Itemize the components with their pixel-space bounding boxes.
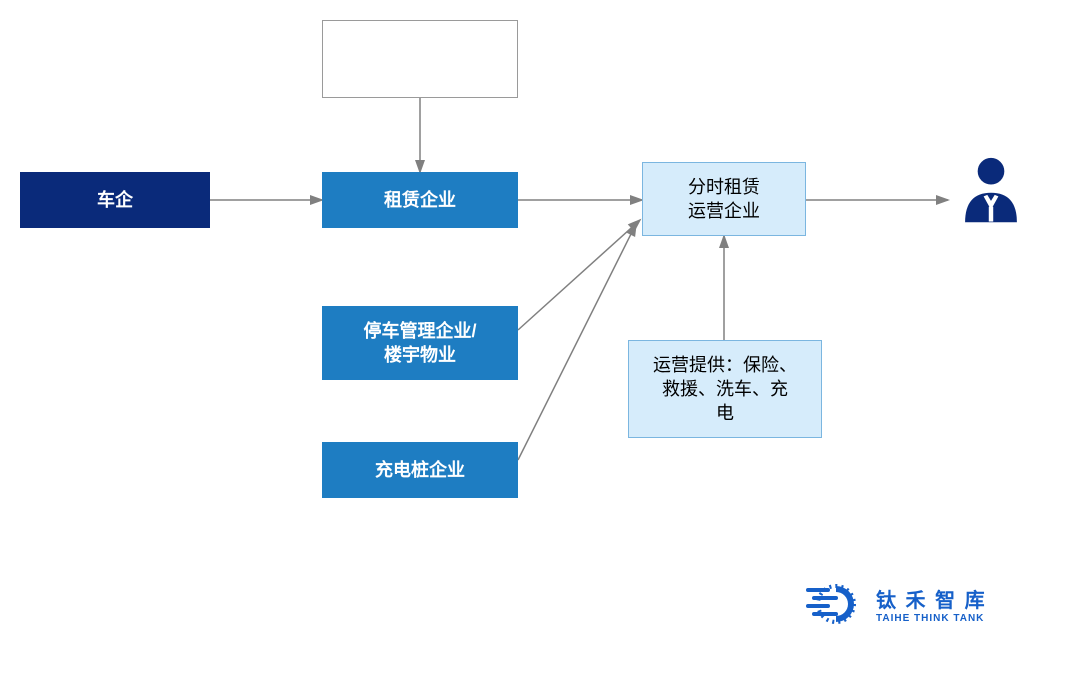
node-operator: 分时租赁 运营企业 (642, 162, 806, 236)
node-label-services: 运营提供：保险、 救援、洗车、充 电 (653, 353, 797, 426)
node-empty_top (322, 20, 518, 98)
brand-logo: 钛 禾 智 库TAIHE THINK TANK (806, 582, 1046, 638)
logo-subtitle: TAIHE THINK TANK (876, 613, 987, 624)
edge-parking-to-operator (518, 220, 640, 330)
node-car_maker: 车企 (20, 172, 210, 228)
diagram-stage: 钛 禾 智 库TAIHE THINK TANK 车企 租赁企业停车管理企业/ 楼宇… (0, 0, 1080, 673)
logo-title: 钛 禾 智 库 (876, 584, 987, 613)
edge-charging-to-operator (518, 224, 636, 460)
user-icon (954, 152, 1028, 226)
node-charging: 充电桩企业 (322, 442, 518, 498)
node-label-car_maker: 车企 (97, 188, 133, 212)
node-label-operator: 分时租赁 运营企业 (688, 175, 760, 224)
node-services: 运营提供：保险、 救援、洗车、充 电 (628, 340, 822, 438)
node-label-charging: 充电桩企业 (375, 458, 465, 482)
node-label-leasing: 租赁企业 (384, 188, 456, 212)
logo-mark-icon (806, 582, 864, 626)
node-label-parking: 停车管理企业/ 楼宇物业 (363, 319, 476, 368)
edges-layer (0, 0, 1080, 673)
node-parking: 停车管理企业/ 楼宇物业 (322, 306, 518, 380)
node-leasing: 租赁企业 (322, 172, 518, 228)
